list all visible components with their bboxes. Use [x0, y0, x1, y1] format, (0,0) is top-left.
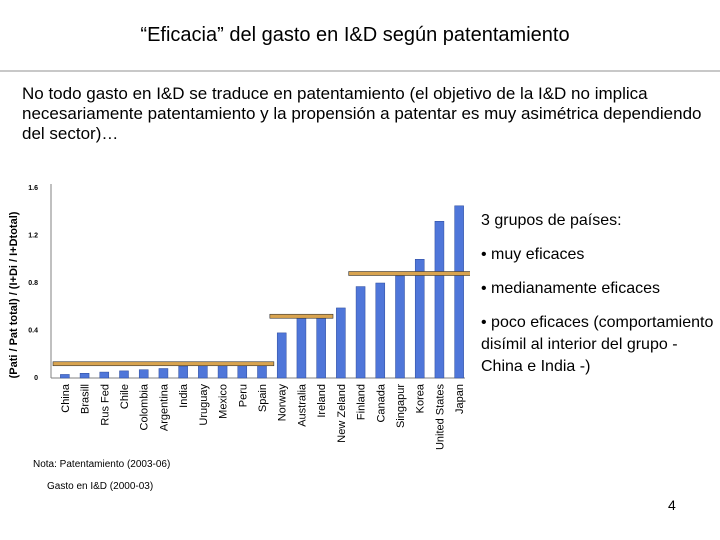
y-tick-label: 0.8 [28, 280, 38, 287]
bar-united-states [434, 221, 445, 379]
category-label: Brasill [80, 384, 92, 414]
category-label: Finland [356, 384, 368, 420]
bar-singapur [395, 275, 405, 379]
bar-norway [276, 332, 287, 379]
bar-colombia [138, 369, 149, 379]
category-label: Singapur [395, 384, 407, 428]
group-line-1 [269, 313, 334, 319]
slide-title: “Eficacia” del gasto en I&D según patent… [140, 24, 570, 46]
group-line-0 [52, 361, 275, 367]
category-label: Ireland [316, 384, 328, 418]
groups-header: 3 grupos de países: [481, 212, 622, 229]
category-label: Canada [375, 383, 387, 422]
note-patents: Nota: Patentamiento (2003-06) [33, 459, 171, 470]
group-line-2 [348, 271, 470, 276]
category-label: India [178, 383, 190, 408]
category-label: Japan [454, 384, 466, 414]
category-label: Argentina [158, 383, 170, 431]
bar-ireland [316, 314, 326, 379]
category-label: Peru [237, 384, 249, 407]
bar-brasill [79, 373, 90, 379]
bar-chart: (Pati / Pat total) / (I+Di / I+Dtotal) 0 0… [8, 184, 470, 451]
category-label: Australia [296, 383, 308, 427]
category-label: Chile [119, 384, 131, 409]
bar-china [60, 374, 70, 379]
bar-korea [414, 259, 425, 379]
category-label: New Zeland [336, 384, 348, 443]
group-medium-effective: • medianamente eficaces [481, 280, 661, 297]
groups-panel: 3 grupos de países: • muy eficaces • med… [481, 210, 716, 390]
title-divider [0, 70, 720, 72]
bar-chile [119, 370, 129, 379]
page-number: 4 [668, 497, 676, 513]
category-label: Colombia [139, 383, 151, 430]
category-label: Norway [277, 384, 289, 422]
y-tick-label: 0.4 [28, 328, 38, 335]
bar-rus-fed [99, 371, 110, 379]
intro-text: No todo gasto en I&D se traduce en paten… [22, 84, 702, 143]
bar-argentina [158, 368, 169, 379]
group-low-effective: • poco eficaces (comportamiento disímil … [481, 314, 714, 375]
y-tick-label: 0 [34, 375, 38, 382]
category-label: Uruguay [198, 384, 210, 426]
y-tick-label: 1.6 [28, 185, 38, 192]
category-label: Spain [257, 384, 269, 412]
y-tick-label: 1.2 [28, 233, 38, 240]
bar-canada [375, 282, 386, 379]
category-label: Mexico [218, 384, 230, 419]
category-label: Rus Fed [99, 384, 111, 426]
bar-australia [296, 316, 307, 379]
bar-uruguay [198, 364, 208, 379]
bar-mexico [217, 364, 228, 379]
note-rd-spending: Gasto en I&D (2000-03) [47, 481, 154, 492]
y-axis-label: (Pati / Pat total) / (I+Di / I+Dtotal) [8, 211, 20, 378]
category-label: China [60, 383, 72, 413]
bar-new-zeland [336, 307, 346, 379]
bar-india [178, 365, 188, 379]
category-label: United States [434, 384, 446, 451]
category-label: Korea [415, 383, 427, 413]
group-very-effective: • muy eficaces [481, 246, 585, 263]
bar-japan [454, 205, 464, 379]
bar-finland [355, 286, 366, 379]
